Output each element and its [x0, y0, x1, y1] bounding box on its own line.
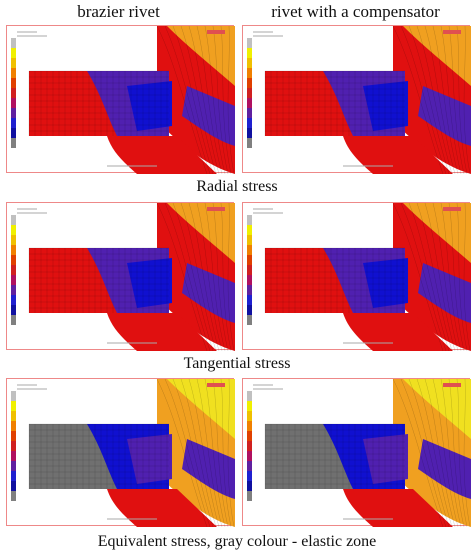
color-legend [247, 38, 252, 148]
color-legend [11, 391, 16, 501]
column-title-right: rivet with a compensator [271, 2, 440, 21]
caption-radial: Radial stress [196, 178, 278, 195]
radial-stress-plot-compensator [242, 25, 471, 174]
equivalent-stress-plot-brazier [6, 378, 235, 527]
tangential-stress-plot-brazier [6, 202, 235, 351]
caption-tangential: Tangential stress [183, 355, 291, 372]
column-title-left: brazier rivet [77, 2, 160, 21]
tangential-stress-plot-compensator [242, 202, 471, 351]
equivalent-stress-plot-compensator [242, 378, 471, 527]
color-legend [247, 215, 252, 325]
color-legend [247, 391, 252, 501]
color-legend [11, 38, 16, 148]
radial-stress-plot-brazier [6, 25, 235, 174]
color-legend [11, 215, 16, 325]
caption-equivalent: Equivalent stress, gray colour - elastic… [97, 533, 377, 550]
